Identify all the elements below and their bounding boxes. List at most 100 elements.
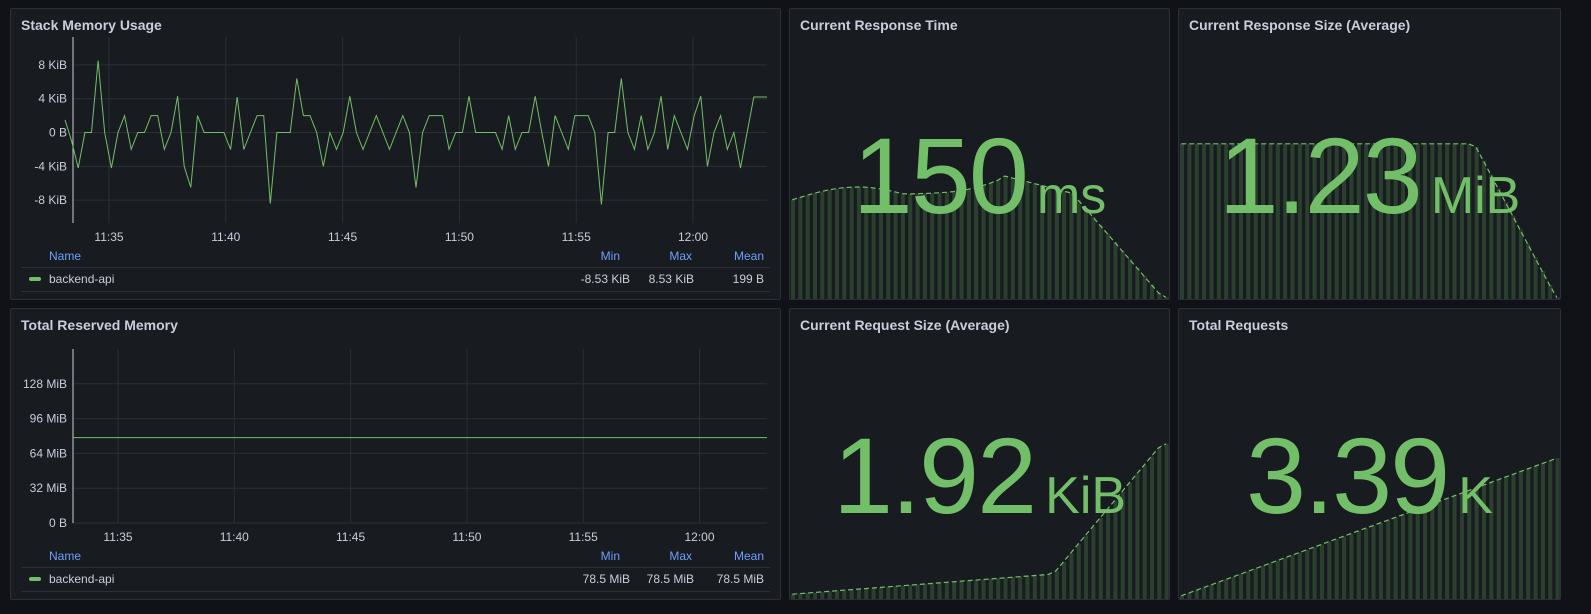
sparkline-bar [1216, 582, 1221, 599]
sparkline-bar [952, 581, 957, 599]
sparkline-bar [878, 587, 883, 599]
sparkline-bar [1010, 177, 1015, 299]
panel-title[interactable]: Current Request Size (Average) [800, 317, 1010, 333]
sparkline-bar [1467, 490, 1472, 599]
sparkline-bar [944, 192, 949, 299]
sparkline-bar [1187, 143, 1192, 299]
sparkline-bar [900, 585, 905, 599]
legend-series-name[interactable]: backend-api [49, 572, 115, 586]
sparkline-bar [1430, 504, 1435, 599]
legend-header-name[interactable]: Name [49, 249, 82, 263]
sparkline-bar [1120, 491, 1125, 599]
sparkline-bar [1467, 143, 1472, 299]
sparkline-bar [1459, 493, 1464, 599]
legend-header-mean[interactable]: Mean [733, 549, 764, 563]
legend-header-max[interactable]: Max [669, 249, 692, 263]
sparkline-bar [988, 578, 993, 599]
sparkline-bar [871, 187, 876, 299]
panel-title[interactable]: Current Response Size (Average) [1189, 17, 1411, 33]
sparkline-bar [1283, 143, 1288, 299]
y-tick-label: 64 MiB [30, 446, 67, 460]
sparkline-bar [1437, 143, 1442, 299]
panel-title[interactable]: Total Reserved Memory [21, 317, 178, 333]
sparkline-bar [1135, 474, 1140, 599]
legend-header-max[interactable]: Max [669, 549, 692, 563]
sparkline-bar [944, 582, 949, 599]
stack-memory-chart[interactable]: 8 KiB 4 KiB 0 B -4 KiB -8 KiB 11:35 11:40 11:4… [11, 9, 781, 259]
sparkline-bar [1128, 259, 1133, 299]
sparkline-bar [1157, 292, 1162, 299]
sparkline-bar [1297, 552, 1302, 599]
x-tick-label: 11:40 [211, 230, 240, 244]
series-color-swatch[interactable] [29, 277, 41, 281]
sparkline-bar [1091, 526, 1096, 599]
panel-title[interactable]: Current Response Time [800, 17, 958, 33]
sparkline-bar [791, 594, 796, 599]
x-tick-label: 11:50 [445, 230, 474, 244]
sparkline-bar [827, 591, 832, 599]
sparkline-bar [1452, 143, 1457, 299]
sparkline-bar [864, 588, 869, 599]
sparkline-bar [1533, 466, 1538, 599]
sparkline-bar [1098, 225, 1103, 299]
sparkline-bar [1437, 501, 1442, 599]
sparkline-bar [1327, 541, 1332, 599]
legend-header-min[interactable]: Min [600, 549, 620, 563]
sparkline-bar [1202, 143, 1207, 299]
panel-title[interactable]: Stack Memory Usage [21, 17, 162, 33]
sparkline-bar [1356, 143, 1361, 299]
series-color-swatch[interactable] [29, 577, 41, 581]
legend-series-name[interactable]: backend-api [49, 272, 115, 286]
sparkline-bar [1356, 531, 1361, 599]
panel-title[interactable]: Total Requests [1189, 317, 1289, 333]
sparkline-bar [1062, 191, 1067, 299]
sparkline-bar [1305, 549, 1310, 599]
sparkline-bar [834, 590, 839, 599]
sparkline-bar [1268, 143, 1273, 299]
sparkline-bar [1261, 143, 1266, 299]
sparkline-bar [1481, 485, 1487, 599]
sparkline-bar [1393, 143, 1398, 299]
sparkline-bar [1003, 577, 1008, 599]
sparkline-bar [842, 187, 847, 299]
sparkline-bar [1540, 463, 1545, 599]
sparkline-bar [1180, 143, 1185, 299]
sparkline-bar [1319, 143, 1324, 299]
legend-table: Name Min Max Mean backend-api -8.53 KiB … [11, 247, 780, 299]
sparkline-bar [856, 187, 861, 299]
sparkline-bar [886, 190, 891, 299]
y-tick-label: 0 B [49, 516, 67, 530]
stat-value: 150 ms [790, 113, 1169, 238]
sparkline-bar [981, 579, 986, 599]
y-tick-label: 96 MiB [30, 412, 67, 426]
sparkline-bar [1224, 579, 1229, 599]
sparkline-bar [959, 581, 964, 599]
sparkline-bar [1253, 143, 1258, 299]
sparkline-bar [1202, 587, 1207, 599]
sparkline-bar [1010, 577, 1015, 599]
stat-number: 1.23 [1218, 115, 1423, 236]
sparkline-bar [1157, 447, 1162, 599]
sparkline-bar [1180, 595, 1185, 599]
sparkline-bar [1164, 443, 1169, 599]
legend-header-mean[interactable]: Mean [733, 249, 764, 263]
sparkline-bar [1386, 143, 1391, 299]
sparkline-bar [1408, 143, 1413, 299]
legend-header-name[interactable]: Name [49, 549, 82, 563]
legend-divider [21, 291, 770, 292]
sparkline-bar [966, 580, 971, 599]
sparkline-bar [1386, 520, 1391, 599]
sparkline-bar [1047, 187, 1052, 299]
sparkline-bar [952, 191, 957, 299]
sparkline-bar [1349, 533, 1354, 599]
sparkline-bar [1342, 536, 1347, 599]
sparkline-bar [1312, 143, 1317, 299]
sparkline-bar [1062, 561, 1067, 599]
y-tick-label: 8 KiB [38, 58, 67, 72]
sparkline-bar [1128, 482, 1133, 599]
sparkline-bar [1246, 571, 1251, 599]
total-reserved-memory-chart[interactable]: 128 MiB 96 MiB 64 MiB 32 MiB 0 B 11:35 11:40 1… [11, 309, 781, 559]
sparkline-bar [1504, 202, 1509, 299]
legend-header-min[interactable]: Min [600, 249, 620, 263]
sparkline [1180, 143, 1560, 299]
